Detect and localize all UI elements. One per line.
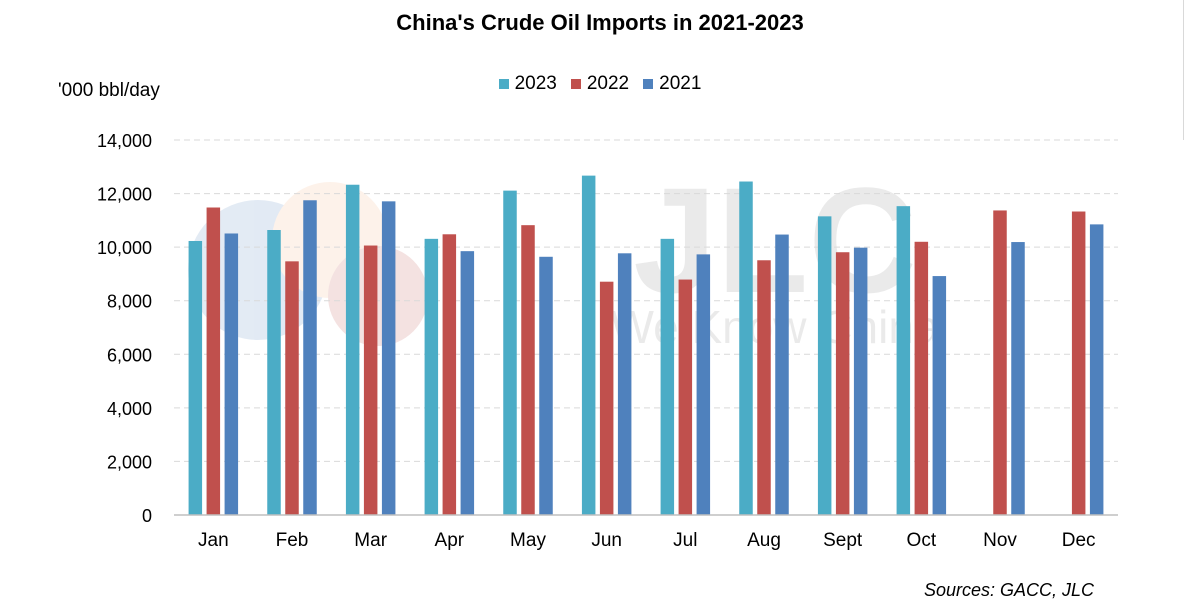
bar-2021-dec: [1089, 224, 1104, 515]
bar-2021-aug: [775, 234, 789, 515]
x-tick-label: Dec: [1062, 530, 1096, 551]
x-tick-label: May: [510, 530, 546, 551]
y-tick-label: 2,000: [107, 452, 152, 472]
bar-2022-dec: [1071, 211, 1086, 515]
bar-2022-jun: [599, 281, 614, 515]
y-axis-ticks: 0 2,000 4,000 6,000 8,000 10,000 12,000 14,000: [97, 131, 152, 526]
x-axis-ticks: Jan Feb Mar Apr May Jun Jul Aug Sept Oct Nov Dec: [198, 530, 1096, 551]
bar-2022-aug: [757, 260, 771, 515]
legend-item-2023: 2023: [498, 73, 557, 95]
bar-2022-nov: [993, 210, 1007, 516]
frame-edge: [1183, 0, 1184, 140]
bar-2021-nov: [1011, 242, 1025, 515]
y-tick-label: 12,000: [97, 185, 152, 205]
bar-2023-jun: [581, 175, 596, 515]
x-tick-label: Nov: [983, 530, 1017, 551]
x-tick-label: Apr: [435, 530, 465, 551]
bar-2021-jun: [617, 253, 632, 515]
bar-2021-jul: [696, 254, 711, 515]
bar-2023-oct: [896, 206, 911, 516]
bar-2022-jan: [206, 207, 221, 515]
bar-2021-mar: [381, 201, 396, 515]
legend-swatch-2021: [643, 79, 654, 89]
legend-label-2023: 2023: [514, 73, 557, 94]
bar-2022-apr: [442, 234, 457, 516]
y-tick-label: 6,000: [107, 345, 152, 365]
bar-2022-feb: [285, 261, 299, 515]
x-tick-label: Jul: [673, 530, 697, 551]
gridlines: [174, 139, 1118, 462]
bar-2023-aug: [739, 181, 753, 515]
watermark-tagline-text: We Know China: [611, 301, 940, 353]
legend-label-2021: 2021: [659, 73, 702, 94]
y-tick-label: 14,000: [97, 131, 152, 151]
legend-swatch-2022: [570, 79, 581, 89]
bar-2022-jul: [678, 279, 693, 515]
legend-swatch-2023: [498, 79, 509, 89]
x-tick-label: Aug: [747, 530, 781, 551]
bar-2021-jan: [224, 233, 239, 515]
bar-2023-jul: [660, 238, 675, 515]
bar-2023-may: [503, 190, 517, 515]
bars: [188, 175, 1104, 516]
bar-2021-may: [539, 256, 553, 515]
source-note: Sources: GACC, JLC: [923, 580, 1094, 600]
legend-item-2021: 2021: [643, 73, 701, 95]
x-tick-label: Jun: [591, 530, 622, 551]
x-tick-label: Feb: [276, 530, 309, 551]
bar-2021-sept: [853, 247, 868, 515]
bar-2021-feb: [303, 200, 317, 515]
bar-2022-oct: [914, 241, 929, 516]
legend: 2023 2022 2021: [0, 73, 1200, 95]
x-tick-label: Oct: [907, 530, 937, 551]
bar-2022-sept: [835, 252, 850, 515]
legend-label-2022: 2022: [586, 73, 630, 94]
bar-2021-apr: [460, 251, 475, 516]
chart-title: China's Crude Oil Imports in 2021-2023: [396, 10, 804, 35]
y-tick-label: 4,000: [107, 399, 152, 419]
bar-2023-apr: [424, 238, 439, 515]
legend-item-2022: 2022: [570, 73, 630, 95]
bar-2023-mar: [345, 184, 360, 515]
bar-2022-may: [521, 225, 535, 515]
bar-2023-sept: [817, 216, 832, 515]
y-tick-label: 0: [142, 506, 152, 526]
bar-2023-feb: [267, 230, 281, 515]
bar-2021-oct: [932, 276, 947, 515]
x-tick-label: Mar: [354, 530, 387, 551]
bar-2023-jan: [188, 240, 203, 515]
x-tick-label: Jan: [198, 530, 229, 551]
y-tick-label: 8,000: [107, 292, 152, 312]
x-tick-label: Sept: [823, 530, 863, 551]
watermark-logo-right: [328, 246, 428, 346]
y-tick-label: 10,000: [97, 238, 152, 258]
bar-2022-mar: [363, 245, 378, 516]
watermark-brand-text: JLC: [633, 156, 916, 324]
y-axis-unit-label: '000 bbl/day: [58, 80, 160, 101]
